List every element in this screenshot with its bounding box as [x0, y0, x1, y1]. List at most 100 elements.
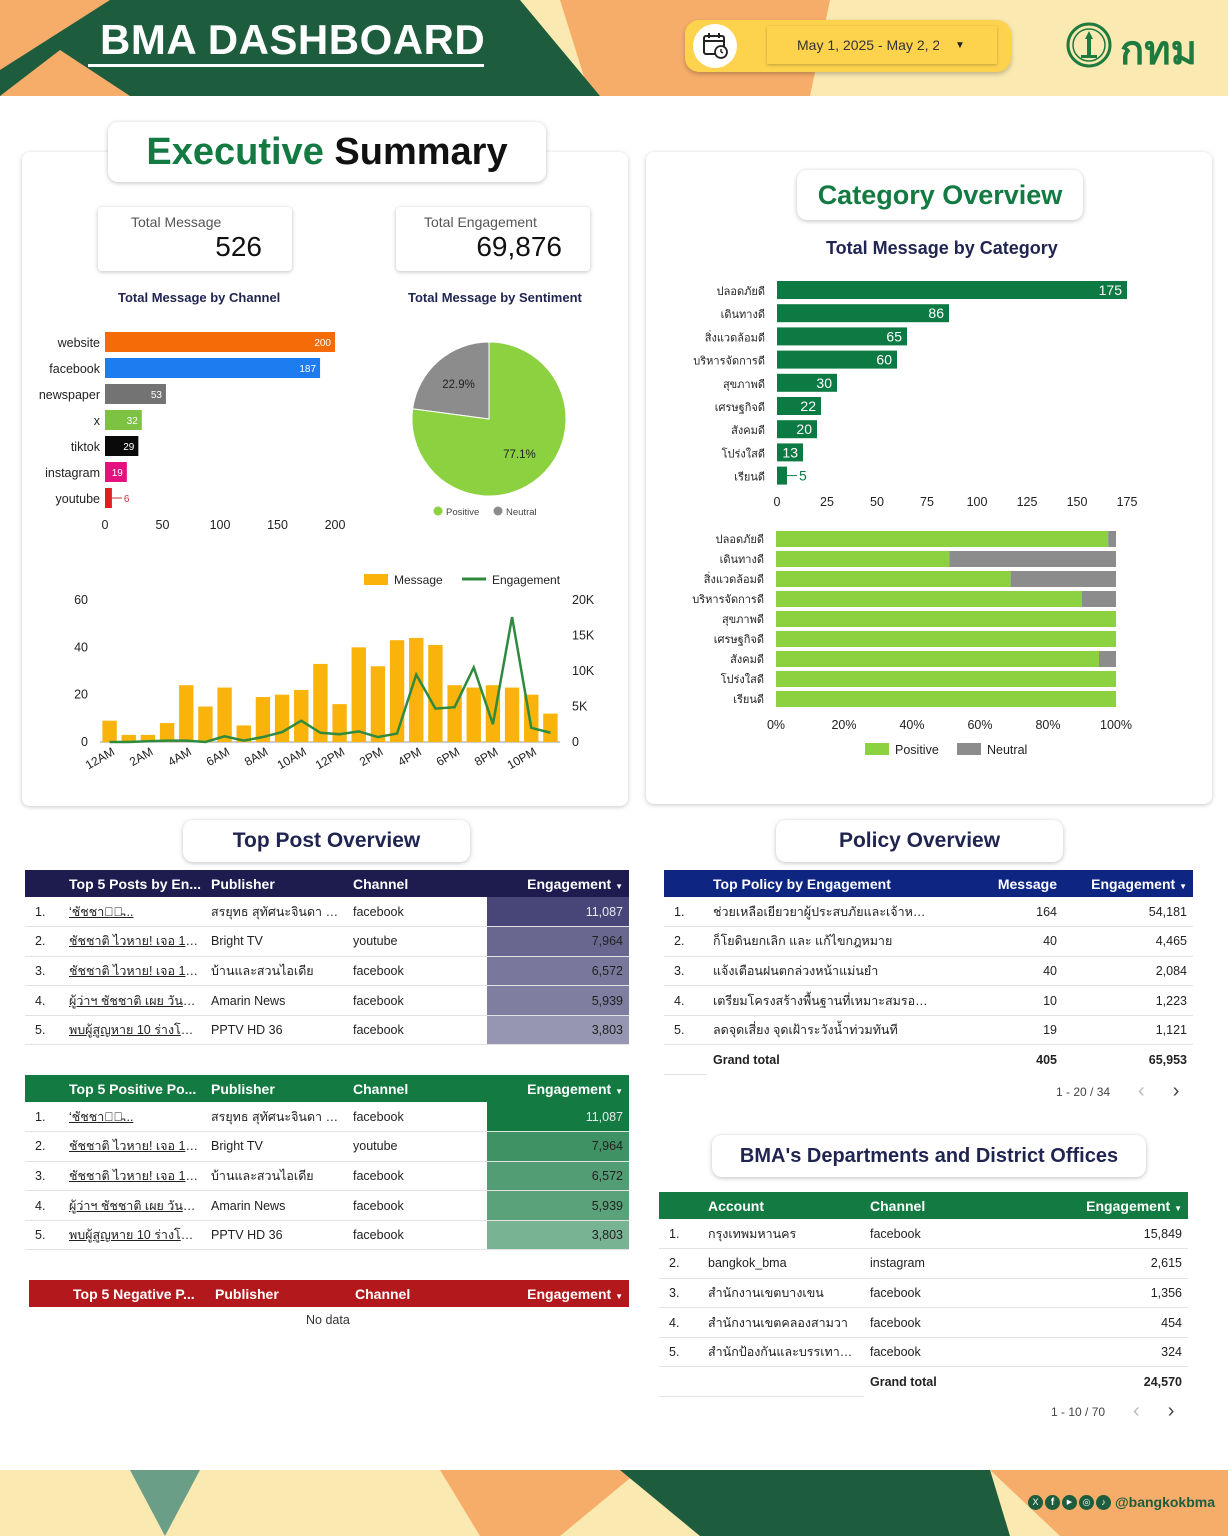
message-bar — [313, 663, 328, 742]
category-label: โปร่งใสดี — [722, 446, 765, 460]
row-index: 4. — [659, 1307, 702, 1338]
message-bar — [351, 647, 366, 742]
dropdown-arrow-icon[interactable]: ▼ — [955, 39, 965, 51]
col-message[interactable]: Message — [997, 875, 1057, 892]
engagement-cell: 54,181 — [1063, 897, 1193, 928]
col-engagement-sort[interactable]: Engagement ▼ — [487, 1075, 629, 1102]
table-row[interactable]: 4. ผู้ว่าฯ ชัชชาติ เผย วันเดียว... Amarin … — [25, 1190, 629, 1221]
channel-value: 200 — [314, 338, 331, 349]
table-row[interactable]: 4. สำนักงานเขตคลองสามวา facebook 454 — [659, 1307, 1188, 1338]
col-engagement-sort[interactable]: Engagement ▼ — [489, 1280, 629, 1307]
post-title-link[interactable]: ผู้ว่าฯ ชัชชาติ เผย วันเดียว... — [63, 985, 205, 1016]
post-title-link[interactable]: ชัชชาติ ไวหาย! เจอ 10 ร่า... — [63, 926, 205, 957]
post-title-link[interactable]: ‘ชัชชาติ̵... — [63, 1102, 205, 1133]
engagement-cell: 11,087 — [487, 1102, 629, 1133]
table-row[interactable]: 5. พบผู้สูญหาย 10 ร่างโซน ... PPTV HD 36 fa… — [25, 1220, 629, 1251]
category-label: สิ่งแวดล้อมดี — [703, 571, 764, 586]
post-title-link[interactable]: ชัชชาติ ไวหาย! เจอ 10 ร่า... — [63, 1131, 205, 1162]
calendar-icon[interactable] — [693, 24, 737, 68]
chevron-right-icon[interactable]: › — [1167, 1400, 1175, 1422]
post-title-link[interactable]: ชัชชาติ ไวหาย! เจอ 10 ร่า... — [63, 1161, 205, 1192]
sentiment-chart-title: Total Message by Sentiment — [408, 290, 582, 305]
col-engagement-sort[interactable]: Engagement ▼ — [1063, 870, 1193, 897]
x-tick-label: 150 — [267, 518, 288, 532]
table-row[interactable]: 1. ‘ชัชชาติ̵... สรยุทธ สุทัศนะจินดา กรร...… — [25, 897, 629, 928]
category-label: เรียนดี — [734, 471, 765, 484]
x-tick-label: 10PM — [505, 744, 539, 772]
col-post[interactable]: Top 5 Positive Po... — [69, 1080, 197, 1097]
category-label: สุขภาพดี — [722, 613, 764, 626]
table-row[interactable]: 5. ลดจุดเสี่ยง จุดเฝ้าระวังน้ำท่วมทันที 19… — [664, 1015, 1193, 1046]
date-range-control[interactable]: May 1, 2025 - May 2, 2 ▼ — [685, 20, 1011, 72]
table-row[interactable]: 5.สำนักป้องกันและบรรเทาสาธาร...facebook3… — [659, 1337, 1188, 1368]
row-index: 5. — [659, 1337, 702, 1368]
col-account[interactable]: Account — [708, 1197, 764, 1214]
policy-overview-title: Policy Overview — [776, 820, 1063, 862]
col-post[interactable]: Top 5 Posts by En... — [69, 875, 201, 892]
table-row[interactable]: 1. ช่วยเหลือเยียวยาผู้ประสบภัยและเจ้าหน้า… — [664, 897, 1193, 928]
col-publisher[interactable]: Publisher — [215, 1285, 279, 1302]
col-engagement-sort[interactable]: Engagement ▼ — [1024, 1192, 1188, 1219]
legend-label: Neutral — [506, 507, 537, 518]
channel-cell: facebook — [347, 1102, 487, 1133]
table-row[interactable]: 3. สำนักงานเขตบางเขน facebook 1,356 — [659, 1278, 1188, 1309]
col-engagement-sort[interactable]: Engagement ▼ — [487, 870, 629, 897]
post-title-link[interactable]: พบผู้สูญหาย 10 ร่างโซน ... — [63, 1220, 205, 1251]
table-row[interactable]: 2. ชัชชาติ ไวหาย! เจอ 10 ร่า... Bright TV y… — [25, 926, 629, 957]
tiktok-icon[interactable]: ♪ — [1096, 1494, 1111, 1510]
legend-swatch — [493, 506, 503, 516]
post-title-link[interactable]: พบผู้สูญหาย 10 ร่างโซน ... — [63, 1015, 205, 1046]
stacked-bar-positive — [776, 551, 950, 567]
x-tick-label: 8AM — [242, 744, 270, 768]
table-header: Top Policy by Engagement Message Engagem… — [664, 870, 1193, 897]
category-bar — [777, 397, 821, 415]
x-tick-label: 80% — [1035, 718, 1060, 732]
category-value: 65 — [886, 328, 902, 344]
top-post-overview-title: Top Post Overview — [183, 820, 470, 862]
table-row[interactable]: 3. ชัชชาติ ไวหาย! เจอ 10 ร่า... บ้านและสวน… — [25, 956, 629, 987]
message-bar — [294, 689, 309, 742]
x-icon[interactable]: X — [1028, 1494, 1043, 1510]
post-title-link[interactable]: ‘ชัชชาติ̵... — [63, 897, 205, 928]
facebook-icon[interactable]: f — [1045, 1494, 1060, 1510]
table-row[interactable]: 2. bangkok_bma instagram 2,615 — [659, 1248, 1188, 1279]
col-channel[interactable]: Channel — [870, 1197, 926, 1214]
index-header — [25, 870, 63, 897]
chevron-left-icon[interactable]: ‹ — [1133, 1400, 1140, 1422]
chevron-left-icon[interactable]: ‹ — [1138, 1080, 1145, 1102]
table-row[interactable]: 2. ก็โยดินยกเลิก และ แก้ไขกฎหมาย 40 4,465 — [664, 926, 1193, 957]
post-title-link[interactable]: ชัชชาติ ไวหาย! เจอ 10 ร่า... — [63, 956, 205, 987]
table-header: Top 5 Negative P... Publisher Channel En… — [29, 1280, 629, 1307]
message-bar — [159, 723, 175, 742]
instagram-icon[interactable]: ◎ — [1079, 1494, 1094, 1510]
col-channel[interactable]: Channel — [353, 875, 409, 892]
table-row[interactable]: 1. กรุงเทพมหานคร facebook 15,849 — [659, 1219, 1188, 1250]
col-channel[interactable]: Channel — [355, 1285, 411, 1302]
table-row[interactable]: 4. ผู้ว่าฯ ชัชชาติ เผย วันเดียว... Amarin … — [25, 985, 629, 1016]
table-row[interactable]: 2. ชัชชาติ ไวหาย! เจอ 10 ร่า... Bright TV y… — [25, 1131, 629, 1162]
table-row[interactable]: 4. เตรียมโครงสร้างพื้นฐานที่เหมาะสมรองรับ… — [664, 985, 1193, 1016]
social-handle[interactable]: @bangkokbma — [1115, 1494, 1216, 1510]
engagement-cell: 2,084 — [1063, 956, 1193, 987]
col-publisher[interactable]: Publisher — [211, 1080, 275, 1097]
chevron-right-icon[interactable]: › — [1172, 1080, 1180, 1102]
col-publisher[interactable]: Publisher — [211, 875, 275, 892]
youtube-icon[interactable]: ▶ — [1062, 1494, 1077, 1510]
engagement-cell: 3,803 — [487, 1220, 629, 1251]
x-tick-label: 10AM — [275, 744, 309, 772]
table-row[interactable]: 1. ‘ชัชชาติ̵... สรยุทธ สุทัศนะจินดา กรร...… — [25, 1102, 629, 1133]
stacked-bar-positive — [776, 571, 1011, 587]
col-policy[interactable]: Top Policy by Engagement — [713, 875, 891, 892]
table-row[interactable]: 5. พบผู้สูญหาย 10 ร่างโซน ... PPTV HD 36 fa… — [25, 1015, 629, 1046]
engagement-cell: 15,849 — [1024, 1219, 1188, 1250]
col-channel[interactable]: Channel — [353, 1080, 409, 1097]
message-cell: 40 — [937, 926, 1063, 957]
x-tick-label: 6PM — [434, 744, 462, 768]
account-cell: สำนักงานเขตคลองสามวา — [702, 1307, 864, 1338]
col-post[interactable]: Top 5 Negative P... — [73, 1285, 195, 1302]
table-row[interactable]: 3. แจ้งเตือนฝนตกล่วงหน้าแม่นยำ 40 2,084 — [664, 956, 1193, 987]
date-range-dropdown[interactable]: May 1, 2025 - May 2, 2 ▼ — [767, 26, 997, 64]
top-negative-table: Top 5 Negative P... Publisher Channel En… — [29, 1280, 629, 1307]
table-row[interactable]: 3. ชัชชาติ ไวหาย! เจอ 10 ร่า... บ้านและสวน… — [25, 1161, 629, 1192]
post-title-link[interactable]: ผู้ว่าฯ ชัชชาติ เผย วันเดียว... — [63, 1190, 205, 1221]
